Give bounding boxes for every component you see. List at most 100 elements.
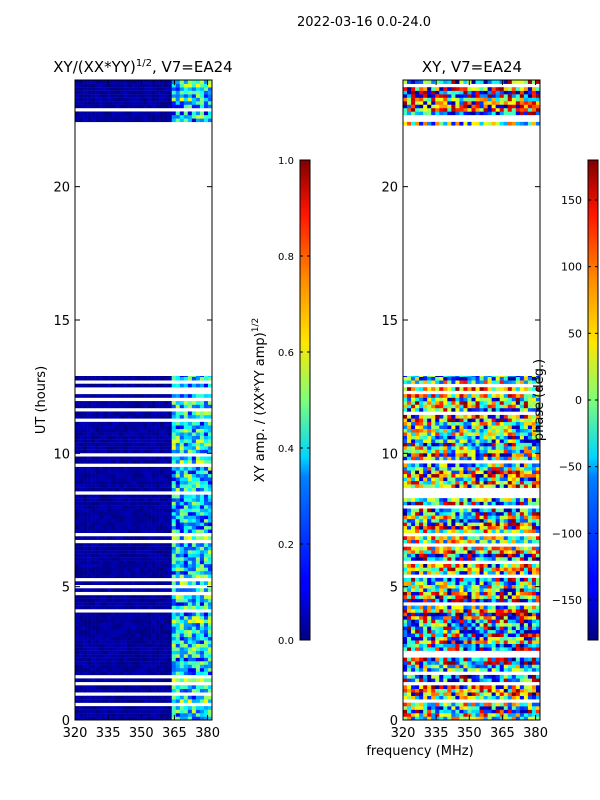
amp-heat-cell	[103, 101, 108, 105]
amp-heat-cell	[207, 643, 213, 648]
amp-heat-cell	[107, 546, 112, 551]
phase-heat-cell	[443, 515, 448, 520]
amp-heat-cell	[79, 567, 84, 572]
amp-heat-cell	[99, 449, 104, 454]
phase-heat-cell	[435, 616, 440, 620]
phase-heat-cell	[471, 702, 476, 707]
amp-heat-cell	[119, 619, 124, 624]
amp-heat-cell	[167, 546, 173, 551]
phase-heat-cell	[419, 550, 424, 554]
phase-heat-cell	[439, 633, 444, 637]
amp-heat-cell	[79, 553, 84, 558]
amp-heat-cell	[123, 588, 128, 592]
phase-heat-cell	[499, 515, 505, 520]
amp-heat-cell	[143, 383, 148, 388]
phase-heat-cell	[463, 550, 468, 554]
amp-heat-cell	[191, 668, 197, 672]
amp-heat-cell	[131, 709, 136, 714]
amp-heat-cell	[131, 484, 136, 488]
amp-heat-cell	[191, 543, 197, 547]
amp-heat-cell	[191, 87, 197, 91]
amp-heat-cell	[119, 522, 124, 527]
amp-heat-cell	[187, 636, 193, 641]
amp-heat-cell	[131, 522, 136, 527]
amp-heat-cell	[199, 560, 205, 565]
phase-heat-cell	[435, 515, 440, 520]
phase-heat-cell	[459, 629, 464, 634]
amp-heat-cell	[79, 94, 84, 98]
amp-heat-cell	[147, 629, 152, 634]
amp-heat-cell	[179, 518, 185, 523]
amp-heat-cell	[191, 414, 197, 419]
amp-heat-cell	[171, 640, 177, 644]
amp-heat-cell	[111, 529, 116, 533]
amp-heat-cell	[159, 605, 164, 610]
amp-heat-cell	[187, 581, 193, 585]
amp-heat-cell	[191, 650, 197, 655]
amp-heat-cell	[135, 87, 140, 91]
amp-heat-cell	[155, 567, 160, 572]
phase-heat-cell	[535, 619, 541, 624]
amp-heat-cell	[163, 716, 168, 721]
amp-heat-cell	[103, 515, 108, 520]
amp-heat-cell	[171, 83, 177, 88]
amp-heat-cell	[155, 574, 160, 579]
amp-heat-cell	[155, 612, 160, 617]
amp-heat-cell	[155, 498, 160, 502]
amp-heat-cell	[79, 668, 84, 672]
phase-heat-cell	[427, 657, 432, 662]
amp-heat-cell	[183, 567, 189, 572]
phase-heat-cell	[519, 609, 525, 613]
amp-heat-cell	[99, 616, 104, 620]
phase-heat-cell	[499, 605, 505, 610]
amp-heat-cell	[79, 87, 84, 91]
amp-heat-cell	[131, 612, 136, 617]
amp-heat-cell	[195, 640, 201, 644]
phase-heat-cell	[419, 678, 424, 683]
amp-heat-cell	[147, 432, 152, 436]
amp-plot-frame	[74, 79, 213, 721]
phase-heat-cell	[491, 626, 496, 631]
amp-heat-cell	[175, 640, 181, 644]
amp-heat-cell	[127, 588, 132, 592]
phase-heat-cell	[443, 546, 448, 551]
amp-heat-cell	[163, 654, 168, 658]
amp-heat-cell	[103, 494, 108, 499]
amp-heat-cell	[99, 477, 104, 481]
amp-heat-cell	[99, 515, 104, 520]
amp-heat-cell	[171, 446, 177, 450]
amp-heat-cell	[163, 671, 168, 676]
amp-heat-cell	[191, 439, 197, 443]
amp-heat-cell	[195, 622, 201, 627]
phase-heat-cell	[427, 595, 432, 599]
amp-heat-cell	[119, 101, 124, 105]
amp-heat-cell	[151, 498, 156, 502]
amp-heat-cell	[191, 487, 197, 492]
amp-heat-cell	[119, 633, 124, 637]
amp-heat-cell	[139, 404, 144, 409]
amp-heat-cell	[163, 114, 168, 119]
amp-heat-cell	[159, 508, 164, 513]
amp-heat-cell	[115, 470, 120, 475]
amp-heat-cell	[179, 522, 185, 527]
amp-heat-cell	[199, 439, 205, 443]
amp-heat-cell	[111, 484, 116, 488]
phase-heat-cell	[475, 713, 480, 717]
phase-heat-cell	[463, 581, 468, 585]
amp-heat-cell	[111, 456, 116, 461]
phase-heat-cell	[499, 536, 505, 540]
amp-heat-cell	[207, 574, 213, 579]
phase-heat-cell	[447, 685, 452, 689]
phase-heat-cell	[503, 636, 509, 641]
phase-heat-cell	[451, 695, 456, 700]
amp-heat-cell	[139, 695, 144, 700]
amp-heat-cell	[183, 570, 189, 575]
amp-heat-cell	[175, 101, 181, 105]
amp-heat-cell	[187, 414, 193, 419]
amp-heat-cell	[191, 498, 197, 502]
amp-heat-cell	[107, 442, 112, 447]
amp-heat-cell	[151, 550, 156, 554]
amp-heat-cell	[83, 633, 88, 637]
amp-heat-cell	[135, 560, 140, 565]
phase-heat-cell	[431, 695, 436, 700]
